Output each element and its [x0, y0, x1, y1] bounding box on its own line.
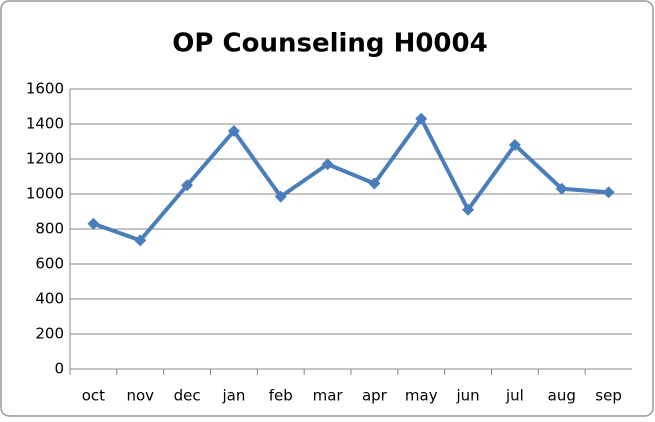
y-tick-label: 1400 — [26, 115, 64, 133]
marker — [508, 139, 521, 151]
y-tick-label: 1200 — [26, 150, 64, 168]
marker — [134, 234, 147, 247]
marker — [602, 186, 615, 199]
marker — [415, 112, 428, 125]
x-tick-label: may — [405, 387, 438, 405]
x-tick-label: apr — [362, 387, 388, 405]
marker — [274, 190, 287, 203]
y-tick-label: 1600 — [26, 80, 64, 98]
y-tick-label: 400 — [35, 290, 64, 308]
x-tick-label: nov — [126, 387, 154, 405]
x-tick-label: feb — [269, 387, 293, 405]
x-tick-label: dec — [174, 387, 201, 405]
x-tick-label: oct — [82, 387, 105, 405]
x-tick-label: jul — [505, 387, 524, 405]
marker — [227, 125, 240, 137]
x-tick-label: aug — [548, 387, 576, 405]
x-tick-label: mar — [313, 387, 344, 405]
line — [92, 116, 609, 243]
marker — [87, 217, 100, 230]
x-tick-label: jan — [221, 387, 245, 405]
y-tick-label: 200 — [35, 325, 64, 343]
marker — [368, 177, 381, 190]
marker — [555, 182, 568, 195]
y-tick-label: 800 — [35, 220, 64, 238]
x-tick-label: jun — [455, 387, 479, 405]
marker — [181, 179, 194, 192]
y-tick-label: 0 — [54, 360, 64, 378]
y-tick-label: 1000 — [26, 185, 64, 203]
y-tick-label: 600 — [35, 255, 64, 273]
x-tick-label: sep — [595, 387, 622, 405]
marker — [321, 158, 334, 171]
chart-title: OP Counseling H0004 — [172, 29, 487, 59]
marker — [462, 203, 475, 216]
